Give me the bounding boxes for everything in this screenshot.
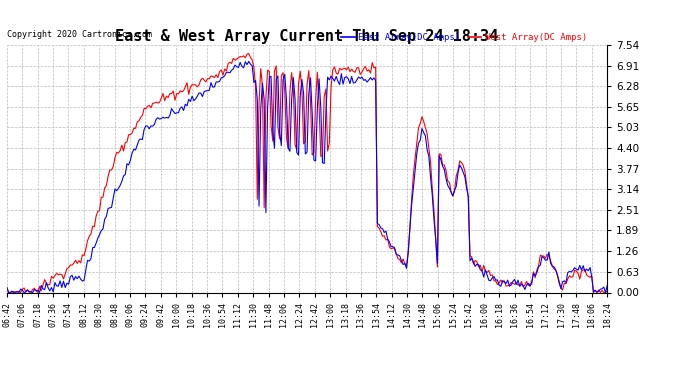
Legend: East Array(DC Amps), West Array(DC Amps): East Array(DC Amps), West Array(DC Amps): [337, 30, 591, 46]
Title: East & West Array Current Thu Sep 24 18:34: East & West Array Current Thu Sep 24 18:…: [115, 29, 499, 44]
Text: Copyright 2020 Cartronics.com: Copyright 2020 Cartronics.com: [7, 30, 152, 39]
